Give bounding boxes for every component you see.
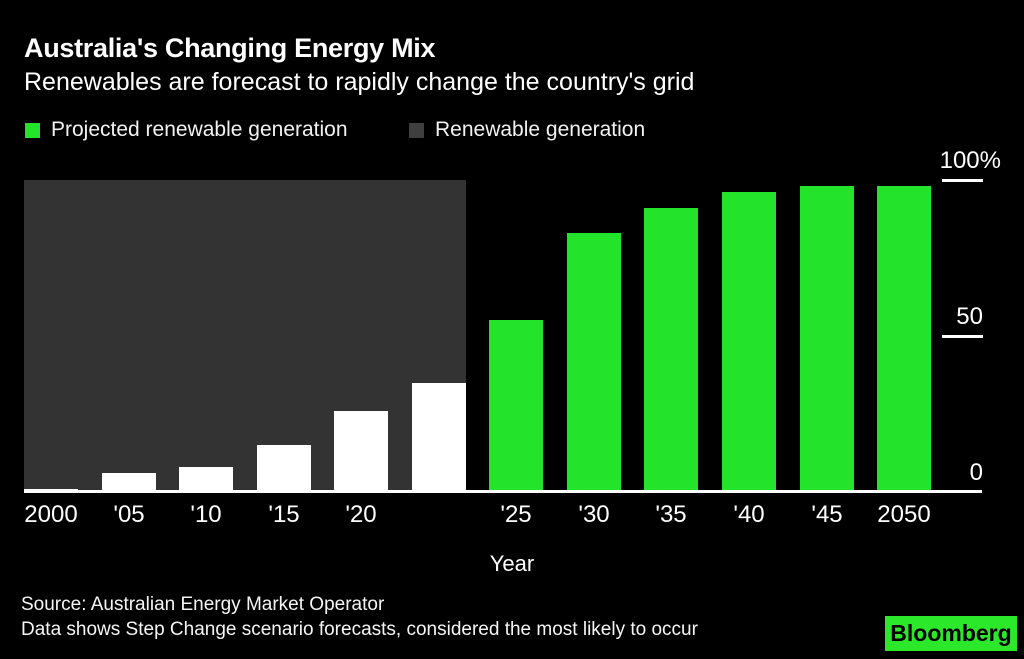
x-axis-line (24, 490, 982, 493)
x-axis-label: '05 (113, 501, 145, 528)
y-tick-mark (942, 179, 983, 182)
bloomberg-logo-text: Bloomberg (890, 620, 1012, 646)
x-axis-label: '35 (655, 501, 687, 528)
legend-item-projected-renewable-generation: Projected renewable generation (25, 116, 348, 144)
bar-'30 (567, 233, 621, 492)
bar-'15 (257, 445, 311, 492)
legend-swatch-gray-icon (409, 122, 424, 138)
legend-item-renewable-generation: Renewable generation (409, 116, 645, 144)
bloomberg-logo: Bloomberg (885, 616, 1017, 651)
bar-'35 (644, 208, 698, 492)
x-axis-label: 2000 (24, 501, 78, 528)
x-axis-label: 2050 (877, 501, 931, 528)
x-axis-label: '20 (345, 501, 377, 528)
y-axis-label: 50 (956, 303, 983, 330)
bar-'25 (489, 320, 543, 492)
bar-2050 (877, 186, 931, 492)
legend: Projected renewable generation Renewable… (0, 116, 1024, 144)
x-axis-label: '25 (500, 501, 532, 528)
bar-'05 (102, 473, 156, 492)
chart-title: Australia's Changing Energy Mix (24, 33, 436, 63)
x-axis-label: '45 (811, 501, 843, 528)
y-axis-label: 100% (939, 147, 1001, 174)
legend-label: Projected renewable generation (51, 118, 348, 141)
bar-'20 (334, 411, 388, 492)
x-axis-label: '40 (733, 501, 765, 528)
x-axis-label: '10 (190, 501, 222, 528)
note-line: Data shows Step Change scenario forecast… (21, 619, 698, 640)
x-axis-title: Year (489, 551, 535, 576)
bar-'40 (722, 192, 776, 492)
footer: Source: Australian Energy Market Operato… (21, 592, 698, 642)
y-axis-label: 0 (969, 459, 983, 486)
x-axis-label: '30 (578, 501, 610, 528)
x-axis-label: '15 (268, 501, 300, 528)
bar-'45 (800, 186, 854, 492)
bar-'10 (179, 467, 233, 492)
source-line: Source: Australian Energy Market Operato… (21, 594, 385, 615)
chart-subtitle: Renewables are forecast to rapidly chang… (24, 68, 695, 96)
legend-swatch-green-icon (25, 122, 40, 138)
y-tick-mark (942, 335, 983, 338)
historical-period-panel (24, 180, 466, 492)
bar-unlabeled (412, 383, 466, 492)
legend-label: Renewable generation (435, 118, 646, 141)
